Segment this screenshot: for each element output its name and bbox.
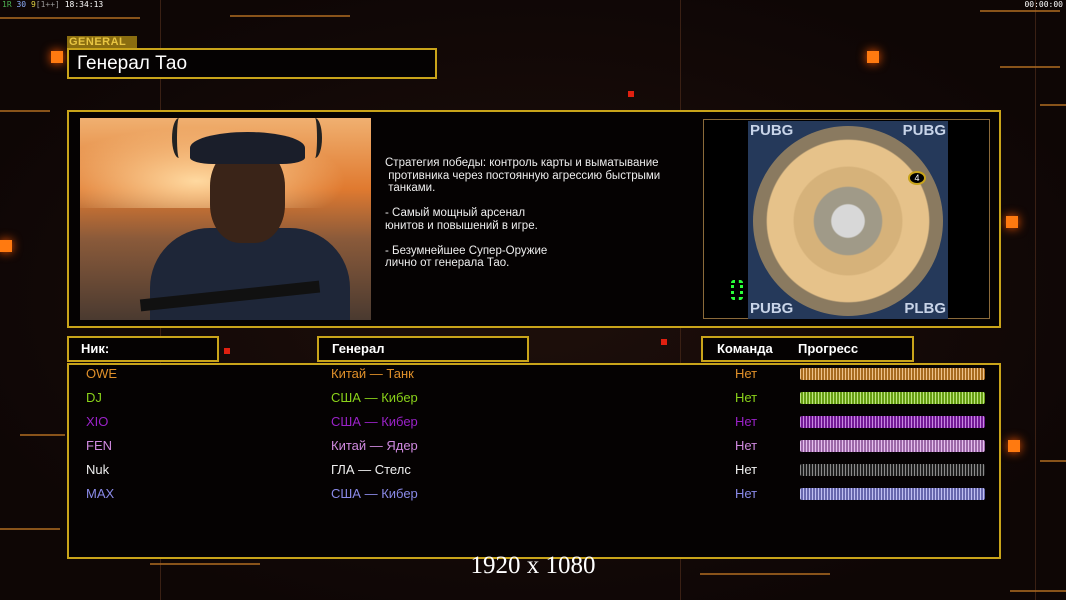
player-general: США — Кибер (331, 390, 418, 405)
orange-square (1006, 216, 1018, 228)
player-general: Китай — Танк (331, 366, 414, 381)
status-bar: 1R 30 9[1++] 18:34:13 (2, 0, 103, 9)
orange-square (51, 51, 63, 63)
bg-line (0, 110, 50, 112)
player-nick: Nuk (86, 462, 110, 477)
orange-square (867, 51, 879, 63)
bg-line (0, 17, 140, 19)
team-header: Команда (717, 341, 773, 356)
player-team: Нет (735, 486, 758, 501)
progress-bar (800, 392, 985, 404)
section-tag: GENERAL (67, 36, 137, 48)
map-label: PLBG (904, 300, 946, 317)
map-preview: PUBG PUBG PUBG PLBG 4 (703, 119, 990, 319)
general-title: Генерал Тао (67, 48, 437, 79)
bg-line (230, 15, 350, 17)
status-time: 18:34:13 (64, 0, 104, 9)
map-label: PUBG (902, 122, 946, 139)
nick-header: Ник: (67, 336, 219, 362)
progress-bar (800, 440, 985, 452)
map-image: PUBG PUBG PUBG PLBG 4 (748, 121, 948, 319)
orange-square (1008, 440, 1020, 452)
status-part: [1++] (35, 0, 60, 9)
bg-line (1040, 104, 1066, 106)
map-label: PUBG (750, 300, 794, 317)
general-description: Стратегия победы: контроль карты и вымат… (385, 157, 661, 269)
red-dot (661, 339, 667, 345)
status-part: 9 (30, 0, 36, 9)
bg-line (20, 434, 65, 436)
map-label: PUBG (750, 122, 794, 139)
team-progress-header: Команда Прогресс (701, 336, 914, 362)
player-nick: FEN (86, 438, 112, 453)
start-position-marker: 4 (908, 171, 926, 185)
player-general: ГЛА — Стелс (331, 462, 411, 477)
orange-square (0, 240, 12, 252)
bg-line (1010, 590, 1066, 592)
player-general: США — Кибер (331, 486, 418, 501)
player-general: США — Кибер (331, 414, 418, 429)
player-nick: XIO (86, 414, 109, 429)
general-header: Генерал (317, 336, 529, 362)
bg-line (700, 573, 830, 575)
player-team: Нет (735, 414, 758, 429)
progress-header: Прогресс (798, 341, 859, 356)
progress-bar (800, 488, 985, 500)
player-nick: DJ (86, 390, 102, 405)
red-dot (224, 348, 230, 354)
player-team: Нет (735, 390, 758, 405)
status-part: 30 (16, 0, 27, 9)
red-dot (628, 91, 634, 97)
general-portrait (80, 118, 371, 320)
player-team: Нет (735, 366, 758, 381)
player-nick: OWE (86, 366, 118, 381)
progress-bar (800, 368, 985, 380)
bg-line (980, 10, 1060, 12)
player-team: Нет (735, 462, 758, 477)
player-team: Нет (735, 438, 758, 453)
game-timer: 00:00:00 (1024, 0, 1063, 9)
player-general: Китай — Ядер (331, 438, 418, 453)
progress-bar (800, 464, 985, 476)
progress-bar (800, 416, 985, 428)
bg-line (0, 528, 60, 530)
bg-line (1040, 460, 1066, 462)
bg-line (1035, 0, 1036, 600)
status-part: 1R (2, 0, 12, 9)
resolution-label: 1920 x 1080 (470, 552, 596, 579)
bg-line (1000, 66, 1060, 68)
player-nick: MAX (86, 486, 115, 501)
bg-line (150, 563, 260, 565)
player-count-icon (731, 280, 743, 300)
